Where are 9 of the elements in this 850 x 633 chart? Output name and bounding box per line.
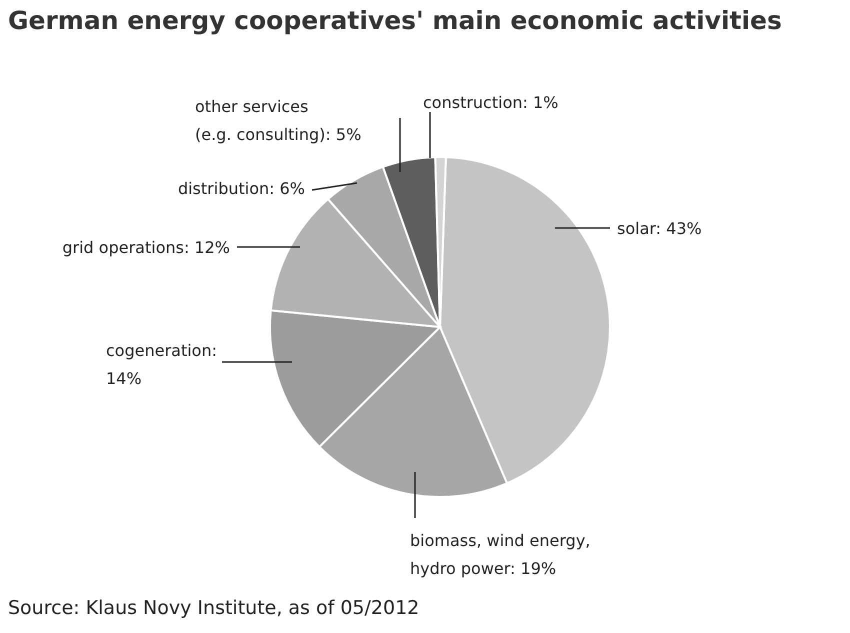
- slice-label: biomass, wind energy, hydro power: 19%: [410, 531, 590, 578]
- chart-title: German energy cooperatives' main economic activities: [8, 6, 782, 35]
- slice-label: solar: 43%: [617, 219, 702, 238]
- slice-label: cogeneration: 14%: [106, 341, 217, 388]
- source-note: Source: Klaus Novy Institute, as of 05/2012: [8, 597, 420, 619]
- slice-label: distribution: 6%: [178, 179, 305, 198]
- slice-label: grid operations: 12%: [62, 238, 230, 257]
- slice-label: construction: 1%: [423, 93, 558, 112]
- slice-label: other services (e.g. consulting): 5%: [195, 97, 362, 144]
